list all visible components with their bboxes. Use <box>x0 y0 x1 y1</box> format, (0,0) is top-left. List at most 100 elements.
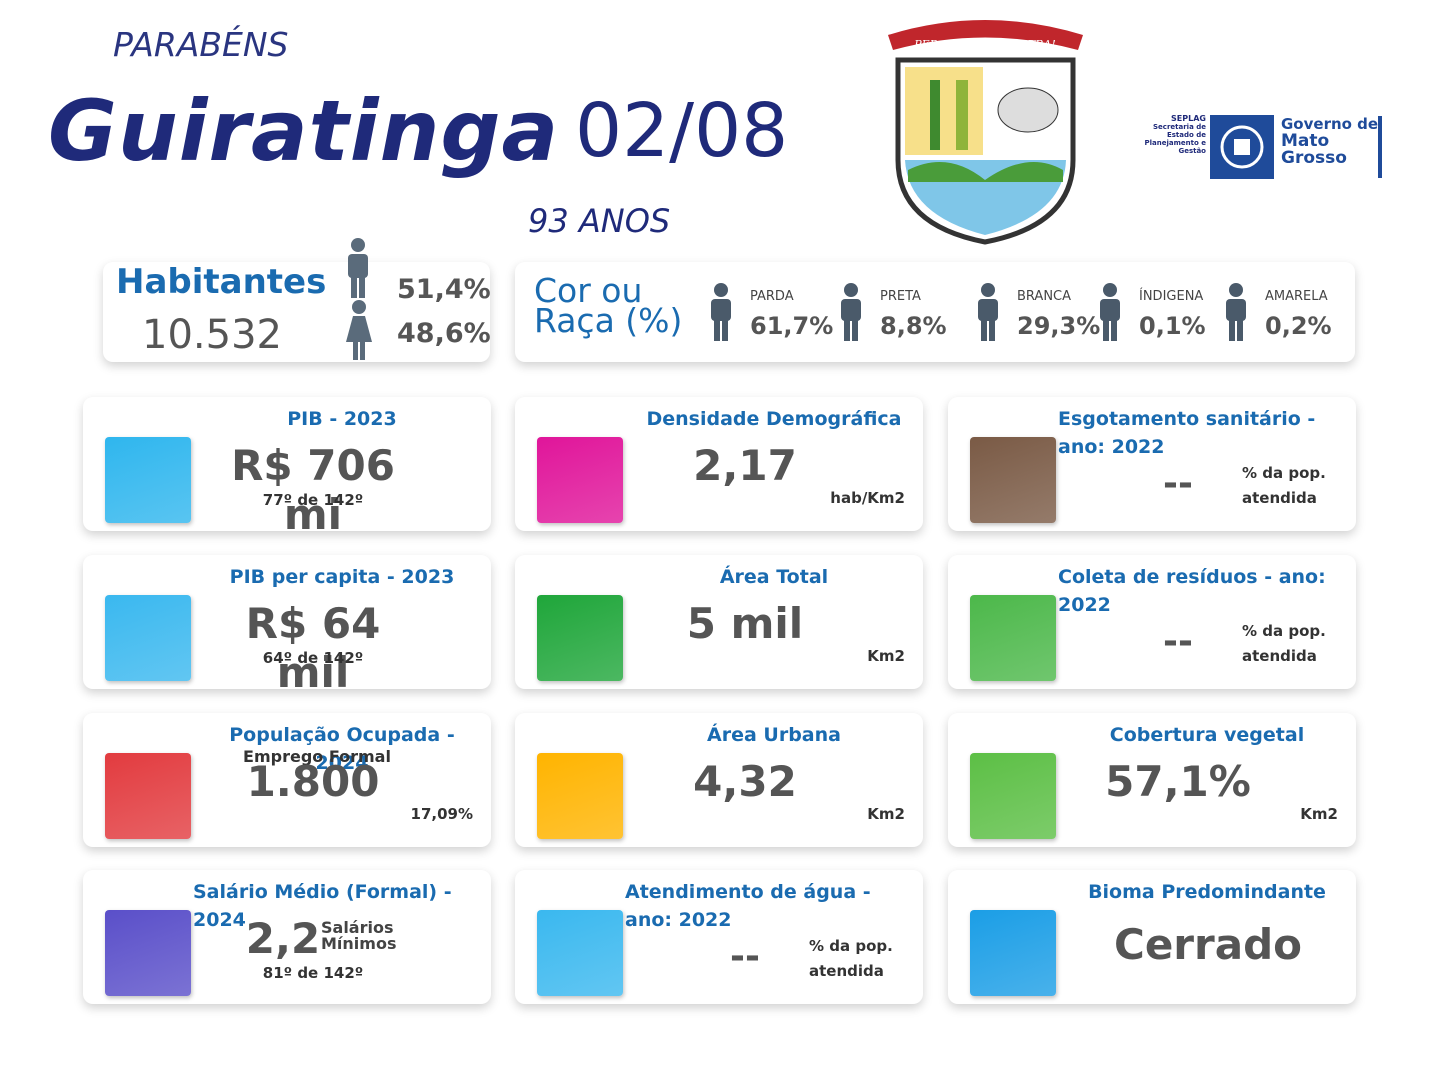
government-line: Mato <box>1281 131 1330 151</box>
card-icon <box>970 437 1056 523</box>
population-value: 10.532 <box>142 312 282 358</box>
card-icon <box>970 753 1056 839</box>
info-card: Cobertura vegetal 57,1% Km2 <box>948 713 1356 847</box>
card-subtitle: Emprego Formal <box>243 747 391 766</box>
card-icon <box>105 437 191 523</box>
date: 02/08 <box>575 88 789 174</box>
crest-motto: PER ASPERA AD ASTRA! <box>913 38 1056 51</box>
race-value: 0,1% <box>1139 312 1206 340</box>
card-rank: 64º de 142º <box>262 649 364 667</box>
age: 93 ANOS <box>528 202 671 240</box>
card-icon <box>537 910 623 996</box>
population-box <box>103 262 490 362</box>
card-icon <box>537 595 623 681</box>
person-icon <box>978 283 998 341</box>
card-title: PIB - 2023 <box>287 408 397 430</box>
race-icon <box>975 283 1001 345</box>
card-note: hab/Km2 <box>830 489 905 507</box>
card-note: % da pop. atendida <box>1242 464 1326 507</box>
race-icon <box>708 283 734 345</box>
card-title: População Ocupada - 2024 <box>229 724 455 774</box>
person-icon <box>841 283 861 341</box>
government-line: Governo de <box>1281 115 1379 133</box>
race-value: 0,2% <box>1265 312 1332 340</box>
card-title: Densidade Demográfica <box>646 408 902 430</box>
race-title: Cor ou Raça (%) <box>534 271 683 340</box>
card-value: 5 mil <box>686 599 804 648</box>
race-title-line: Cor ou <box>534 271 643 310</box>
info-card: Área Total 5 mil Km2 <box>515 555 923 689</box>
male-percent: 51,4% <box>397 274 491 305</box>
info-card: PIB per capita - 2023 R$ 64 mil 64º de 142… <box>83 555 491 697</box>
population-label: Habitantes <box>116 262 327 302</box>
card-value: R$ 64 mil <box>245 599 381 697</box>
info-card: PIB - 2023 R$ 706 mi 77º de 142º <box>83 397 491 539</box>
card-title: Atendimento de água - ano: 2022 <box>625 881 871 931</box>
info-card: Densidade Demográfica 2,17 hab/Km2 <box>515 397 923 531</box>
state-seal <box>1210 115 1274 179</box>
race-value: 29,3% <box>1017 312 1101 340</box>
seplag-acronym: SEPLAG <box>1171 114 1206 123</box>
race-box <box>515 262 1355 362</box>
card-unit: Salários Mínimos <box>321 918 397 953</box>
race-label: ÍNDIGENA <box>1139 289 1204 304</box>
government-line: Grosso <box>1281 148 1347 168</box>
race-label: PRETA <box>880 289 921 304</box>
card-value: 57,1% <box>1105 757 1251 806</box>
person-icon <box>1100 283 1120 341</box>
race-value: 61,7% <box>750 312 834 340</box>
race-title-line: Raça (%) <box>534 301 683 340</box>
info-card: Área Urbana 4,32 Km2 <box>515 713 923 847</box>
card-value: Cerrado <box>1114 920 1302 969</box>
card-title: Cobertura vegetal <box>1109 724 1305 746</box>
person-icon <box>1226 283 1246 341</box>
info-card: População Ocupada - 2024 Emprego Formal 1.… <box>83 713 491 847</box>
person-icon <box>711 283 731 341</box>
crest: PER ASPERA AD ASTRA! <box>888 20 1083 245</box>
card-value: 1.800 <box>246 757 380 806</box>
government-name: Governo de Mato Grosso <box>1281 116 1378 167</box>
card-value: R$ 706 mi <box>231 441 395 539</box>
city-name: Guiratinga <box>48 82 560 180</box>
card-title: Bioma Predomindante <box>1088 881 1326 903</box>
race-label: BRANCA <box>1017 289 1072 304</box>
card-icon <box>970 910 1056 996</box>
female-percent: 48,6% <box>397 318 491 349</box>
greeting: PARABÉNS <box>113 25 289 64</box>
card-note: 17,09% <box>410 805 473 823</box>
seplag-logo: SEPLAG Secretaria de Estado de Planejame… <box>1140 114 1206 156</box>
race-label: AMARELA <box>1265 289 1328 304</box>
race-icon <box>1097 283 1123 345</box>
card-title: Área Urbana <box>707 724 841 746</box>
card-value: -- <box>730 936 760 977</box>
card-value: 2,17 <box>693 441 797 490</box>
female-icon <box>346 300 372 360</box>
info-card: Atendimento de água - ano: 2022 -- % da po… <box>515 870 923 1004</box>
card-value: 4,32 <box>693 757 797 806</box>
card-icon <box>970 595 1056 681</box>
card-icon <box>537 437 623 523</box>
race-label: PARDA <box>750 289 794 304</box>
seplag-name: Secretaria de Estado de Planejamento e G… <box>1144 123 1206 155</box>
card-note: Km2 <box>1300 805 1338 823</box>
card-note: % da pop. atendida <box>809 937 893 980</box>
card-note: % da pop. atendida <box>1242 622 1326 665</box>
info-card: Esgotamento sanitário - ano: 2022 -- % da … <box>948 397 1356 531</box>
info-card: Salário Médio (Formal) - 2024 2,2 Salários… <box>83 870 491 1004</box>
card-icon <box>105 595 191 681</box>
info-card: Bioma Predomindante Cerrado <box>948 870 1356 1004</box>
card-title: PIB per capita - 2023 <box>229 566 455 588</box>
race-icon <box>838 283 864 345</box>
card-title: Área Total <box>719 566 829 588</box>
card-title: Esgotamento sanitário - ano: 2022 <box>1058 408 1316 458</box>
race-icon <box>1223 283 1249 345</box>
card-note: Km2 <box>867 647 905 665</box>
card-rank: 77º de 142º <box>262 491 364 509</box>
race-value: 8,8% <box>880 312 947 340</box>
card-icon <box>537 753 623 839</box>
info-card: Coleta de resíduos - ano: 2022 -- % da pop… <box>948 555 1356 689</box>
card-icon <box>105 910 191 996</box>
card-value: -- <box>1163 621 1193 662</box>
card-title: Coleta de resíduos - ano: 2022 <box>1058 566 1326 616</box>
